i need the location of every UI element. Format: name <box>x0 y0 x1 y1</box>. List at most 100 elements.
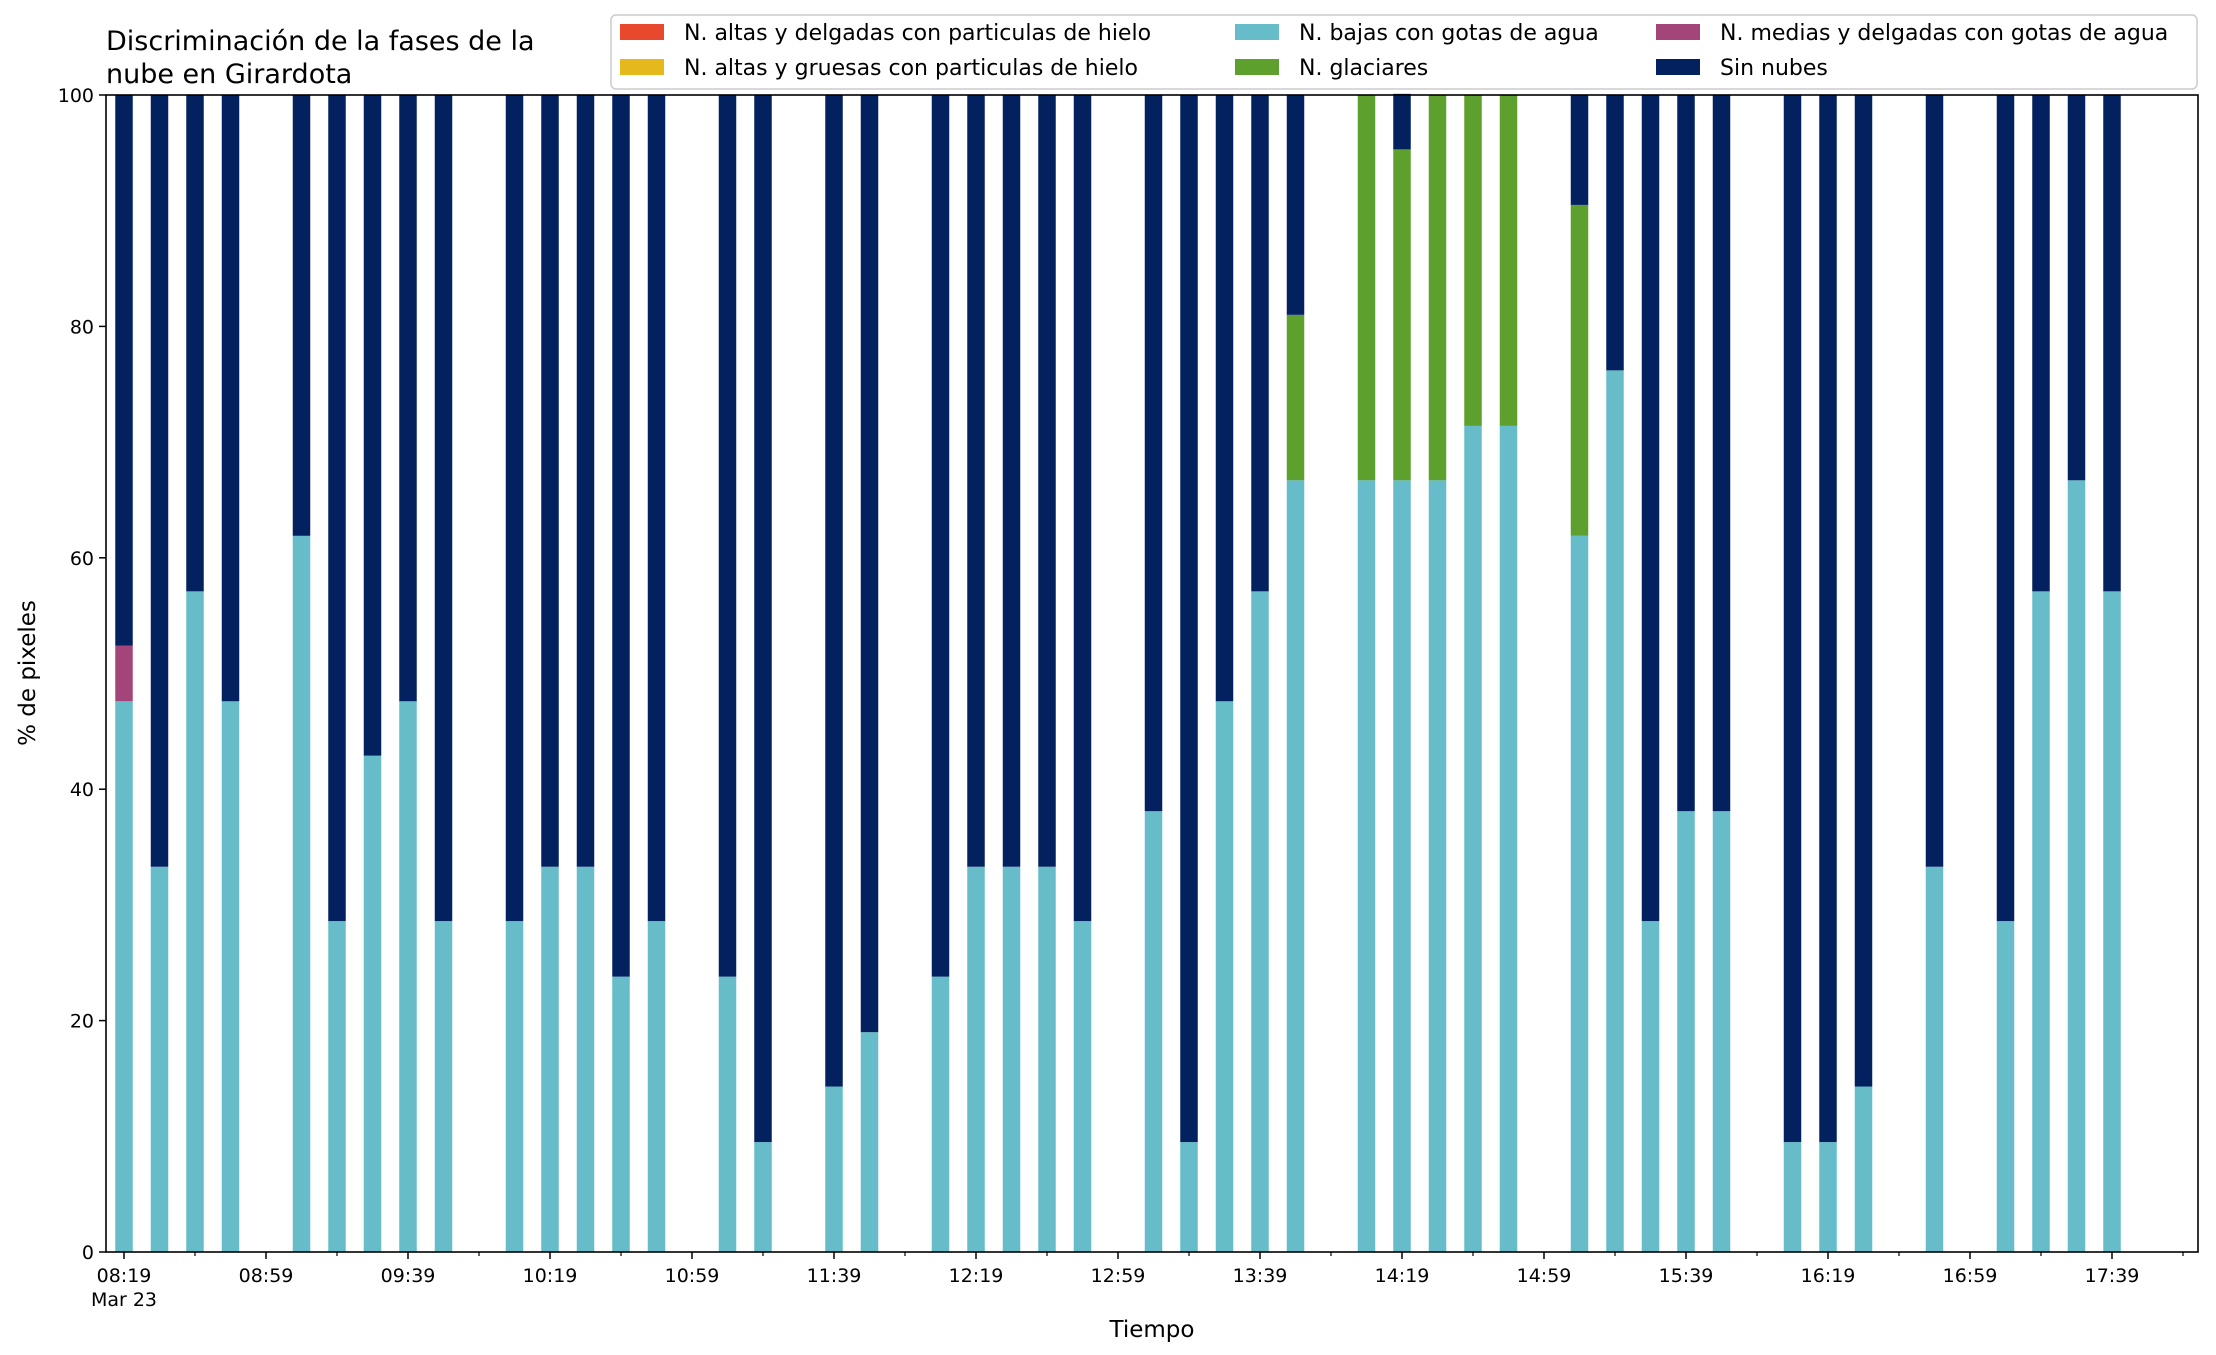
x-date-label: Mar 23 <box>91 1289 157 1311</box>
bar-0839-series-2 <box>186 591 204 1252</box>
bar-1439-series-2 <box>1464 425 1482 1253</box>
bar-1029-series-2 <box>576 866 595 1252</box>
legend-frame <box>610 14 2198 90</box>
bar-1429-series-2 <box>1428 480 1447 1252</box>
legend-label-0: N. altas y delgadas con particulas de hi… <box>684 21 1151 46</box>
bar-1529-series-5 <box>1641 95 1660 922</box>
bar-1209-series-2 <box>931 976 950 1252</box>
bar-1509-series-5 <box>1570 95 1589 205</box>
bar-1309-series-2 <box>1144 811 1163 1252</box>
x-tick-label-1659: 16:59 <box>1943 1265 1998 1287</box>
bar-0939-series-2 <box>399 701 417 1252</box>
bar-0819-series-2 <box>115 701 133 1252</box>
bar-1219-series-5 <box>967 95 985 867</box>
x-tick-label-0819: 08:19 <box>97 1265 152 1287</box>
bar-1109-series-5 <box>718 95 737 977</box>
legend-swatch-4 <box>1656 24 1700 40</box>
bar-1139-series-2 <box>825 1086 843 1252</box>
bar-1549-series-5 <box>1712 95 1731 812</box>
bar-1249-series-5 <box>1073 95 1092 922</box>
bar-0909-series-5 <box>292 95 311 536</box>
bar-1609-series-5 <box>1783 95 1802 1143</box>
y-axis: 0 20 40 60 80 100 <box>58 85 106 1264</box>
bar-1549-series-2 <box>1712 811 1731 1252</box>
bar-1429-series-3 <box>1428 95 1447 481</box>
x-tick-label-1619: 16:19 <box>1801 1265 1856 1287</box>
x-axis-label: Tiempo <box>1109 1317 1195 1343</box>
bar-1649-series-5 <box>1925 95 1944 867</box>
bar-1649-series-2 <box>1925 866 1944 1252</box>
bar-1219-series-2 <box>967 866 985 1252</box>
bar-1329-series-5 <box>1215 95 1234 702</box>
bar-1209-series-5 <box>931 95 950 977</box>
bar-1039-series-2 <box>612 976 630 1252</box>
bar-1419-series-5 <box>1393 93 1411 150</box>
bar-1349-series-2 <box>1286 480 1305 1252</box>
bar-0849-series-5 <box>221 95 240 702</box>
x-tick-label-1219: 12:19 <box>949 1265 1004 1287</box>
x-tick-label-1739: 17:39 <box>2085 1265 2140 1287</box>
bar-1619-series-5 <box>1819 95 1837 1143</box>
legend-label-4: N. medias y delgadas con gotas de agua <box>1720 21 2168 46</box>
x-tick-label-1139: 11:39 <box>807 1265 862 1287</box>
y-tick-label-40: 40 <box>70 779 94 801</box>
bar-1629-series-2 <box>1854 1086 1873 1252</box>
bar-0839-series-5 <box>186 95 204 592</box>
bar-1519-series-5 <box>1606 95 1624 371</box>
bar-0909-series-2 <box>292 535 311 1252</box>
bar-1449-series-2 <box>1499 425 1518 1253</box>
x-tick-label-1539: 15:39 <box>1659 1265 1714 1287</box>
x-tick-label-1019: 10:19 <box>523 1265 578 1287</box>
legend-swatch-1 <box>620 59 664 75</box>
bar-1619-series-2 <box>1819 1142 1837 1252</box>
bar-1729-series-2 <box>2067 480 2086 1252</box>
x-tick-label-1419: 14:19 <box>1375 1265 1430 1287</box>
bar-0849-series-2 <box>221 701 240 1252</box>
bar-1039-series-5 <box>612 95 630 977</box>
y-tick-label-60: 60 <box>70 548 94 570</box>
bar-0929-series-5 <box>363 95 382 756</box>
bar-1319-series-5 <box>1180 95 1198 1143</box>
bar-1409-series-2 <box>1357 480 1376 1252</box>
bar-1339-series-5 <box>1251 95 1269 592</box>
y-tick-label-80: 80 <box>70 316 94 338</box>
y-axis-label: % de pixeles <box>15 600 41 746</box>
bar-1249-series-2 <box>1073 921 1092 1252</box>
bar-0829-series-2 <box>150 866 169 1252</box>
bar-1449-series-3 <box>1499 95 1518 426</box>
legend-swatch-3 <box>1235 59 1279 75</box>
bar-0829-series-5 <box>150 95 169 867</box>
bar-1539-series-2 <box>1677 811 1695 1252</box>
bar-1529-series-2 <box>1641 921 1660 1252</box>
x-tick-label-1339: 13:39 <box>1233 1265 1288 1287</box>
x-tick-label-1459: 14:59 <box>1517 1265 1572 1287</box>
bar-0919-series-5 <box>328 95 346 922</box>
bar-1709-series-2 <box>1996 921 2015 1252</box>
bar-1109-series-2 <box>718 976 737 1252</box>
bar-1009-series-2 <box>505 921 524 1252</box>
bar-1049-series-5 <box>647 95 666 922</box>
bar-1229-series-5 <box>1002 95 1021 867</box>
y-tick-label-20: 20 <box>70 1011 94 1033</box>
bar-1349-series-5 <box>1286 95 1305 315</box>
bars-group <box>115 93 2121 1253</box>
x-tick-label-1059: 10:59 <box>665 1265 720 1287</box>
bar-0929-series-2 <box>363 755 382 1252</box>
bar-1419-series-3 <box>1393 149 1411 481</box>
bar-1419-series-2 <box>1393 480 1411 1252</box>
y-tick-label-100: 100 <box>58 85 94 107</box>
x-tick-label-0939: 09:39 <box>381 1265 436 1287</box>
bar-1019-series-2 <box>541 866 559 1252</box>
bar-1149-series-5 <box>860 95 879 1033</box>
bar-1719-series-5 <box>2032 95 2050 592</box>
bar-0949-series-5 <box>434 95 453 922</box>
plot-frame <box>105 94 2199 1253</box>
legend-label-1: N. altas y gruesas con particulas de hie… <box>684 56 1138 81</box>
bar-1339-series-2 <box>1251 591 1269 1252</box>
bar-1149-series-2 <box>860 1032 879 1252</box>
chart-title-line-2: nube en Girardota <box>106 59 352 90</box>
bar-1309-series-5 <box>1144 95 1163 812</box>
chart-title-line-1: Discriminación de la fases de la <box>106 26 535 57</box>
x-tick-label-1259: 12:59 <box>1091 1265 1146 1287</box>
